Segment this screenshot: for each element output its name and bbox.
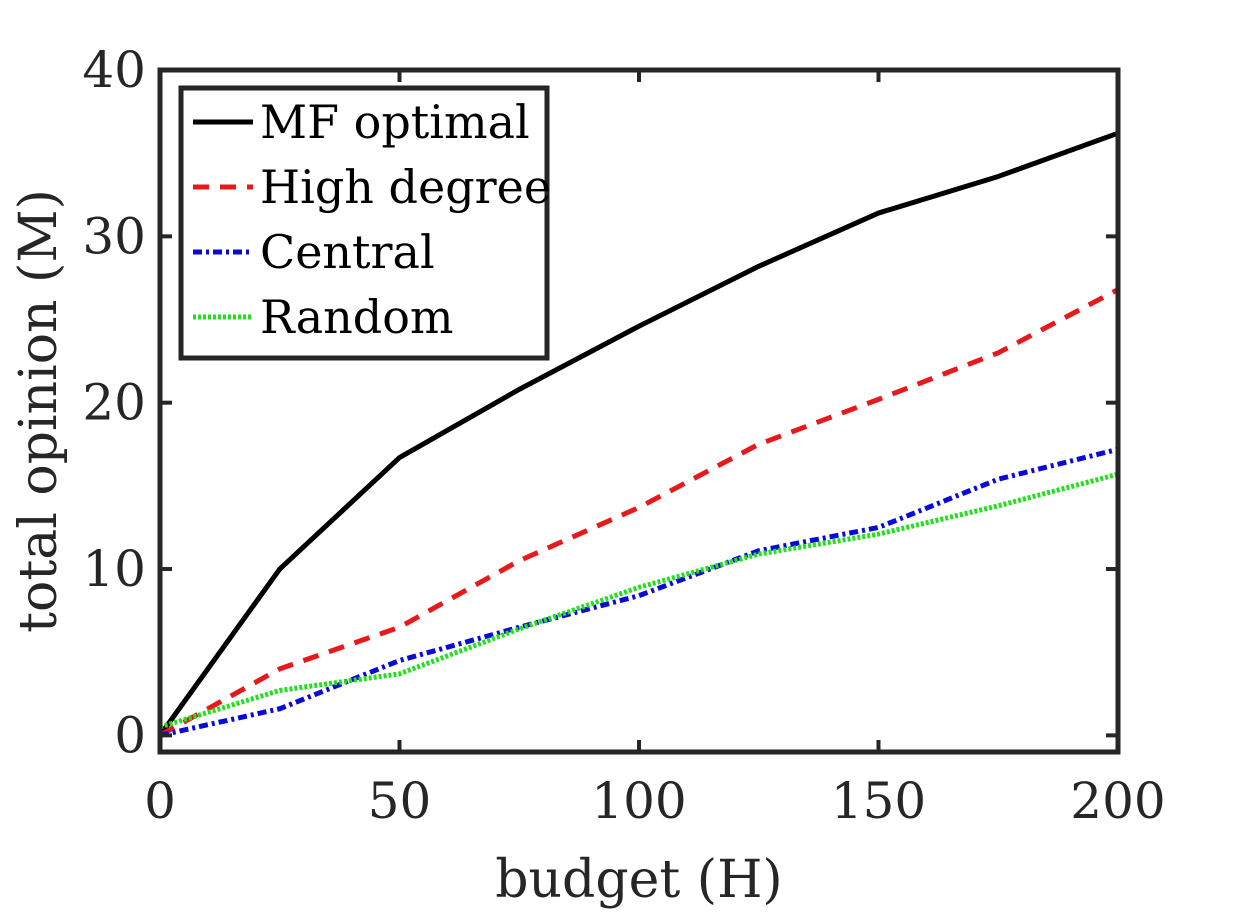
- series-line-central: [159, 446, 1119, 738]
- legend-entry-label: Random: [260, 290, 454, 344]
- y-tick-label: 0: [114, 706, 146, 764]
- x-tick-label: 50: [368, 772, 432, 830]
- axes-frame: [157, 67, 1121, 755]
- y-axis-label: total opinion (M): [9, 189, 69, 633]
- series-line-random: [159, 471, 1119, 730]
- legend-box: [178, 85, 550, 361]
- y-tick-label: 40: [82, 41, 146, 99]
- x-axis-label: budget (H): [495, 850, 782, 910]
- x-tick-label: 150: [831, 772, 926, 830]
- legend: MF optimal High degree Central Random: [178, 85, 551, 361]
- legend-entry-label: High degree: [260, 160, 551, 214]
- x-tick-label: 0: [144, 772, 176, 830]
- series-line-mf-optimal: [157, 130, 1119, 737]
- x-tick-label: 100: [591, 772, 686, 830]
- y-tick-label: 10: [82, 540, 146, 598]
- legend-entry-label: Central: [260, 225, 435, 279]
- x-axis-label-text: budget (H): [495, 850, 782, 910]
- y-axis-label-text: total opinion (M): [9, 189, 69, 633]
- y-tick-label: 30: [82, 207, 146, 265]
- x-tick-label: 200: [1070, 772, 1165, 830]
- legend-entry-label: MF optimal: [260, 95, 530, 149]
- y-tick-label: 20: [82, 374, 146, 432]
- series-layer: [157, 130, 1120, 738]
